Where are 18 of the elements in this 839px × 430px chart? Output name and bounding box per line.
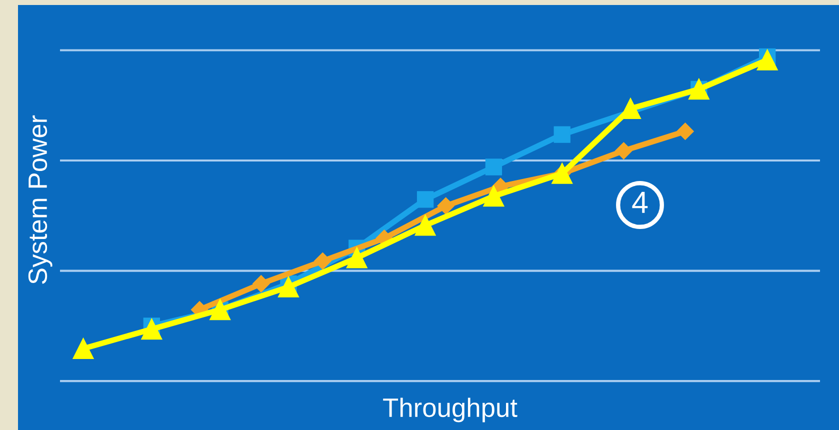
point — [252, 275, 270, 292]
point — [414, 214, 436, 236]
point — [756, 50, 778, 70]
y-axis-title: System Power — [28, 115, 52, 284]
point — [676, 122, 694, 140]
annotation: 4 — [632, 192, 648, 213]
point — [554, 126, 570, 143]
point — [141, 318, 162, 340]
point — [615, 142, 632, 160]
point — [314, 252, 332, 270]
point — [483, 186, 504, 207]
point — [416, 191, 434, 208]
point — [72, 338, 94, 360]
point — [437, 197, 454, 214]
point — [346, 247, 368, 268]
point — [485, 158, 502, 176]
point — [278, 276, 299, 298]
x-axis-title: Throughput — [383, 398, 518, 422]
